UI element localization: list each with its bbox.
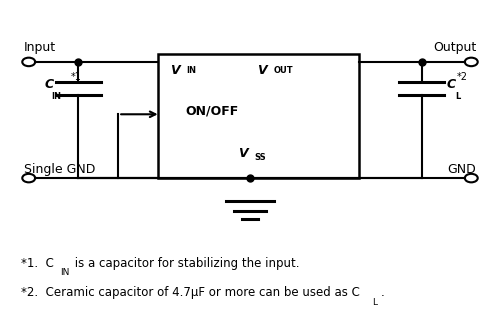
Text: V: V <box>170 64 180 77</box>
Text: *1: *1 <box>71 72 82 82</box>
Text: L: L <box>372 298 378 307</box>
Text: IN: IN <box>51 92 61 101</box>
Text: *1.  C: *1. C <box>22 257 54 270</box>
Text: *2: *2 <box>456 72 468 82</box>
Bar <box>158 54 360 178</box>
Text: GND: GND <box>448 163 476 177</box>
Text: .: . <box>380 286 384 299</box>
Text: *2.  Ceramic capacitor of 4.7μF or more can be used as C: *2. Ceramic capacitor of 4.7μF or more c… <box>22 286 360 299</box>
Text: C: C <box>446 78 456 91</box>
Text: is a capacitor for stabilizing the input.: is a capacitor for stabilizing the input… <box>71 257 300 270</box>
Text: V: V <box>238 147 247 160</box>
Text: SS: SS <box>254 153 266 162</box>
Text: L: L <box>455 92 460 101</box>
Text: IN: IN <box>60 269 70 278</box>
Text: Input: Input <box>24 41 56 54</box>
Text: IN: IN <box>186 66 196 75</box>
Text: Output: Output <box>433 41 476 54</box>
Text: OUT: OUT <box>274 66 293 75</box>
Text: Single GND: Single GND <box>24 163 95 177</box>
Text: V: V <box>258 64 267 77</box>
Text: C: C <box>44 78 54 91</box>
Text: ON/OFF: ON/OFF <box>186 105 238 117</box>
